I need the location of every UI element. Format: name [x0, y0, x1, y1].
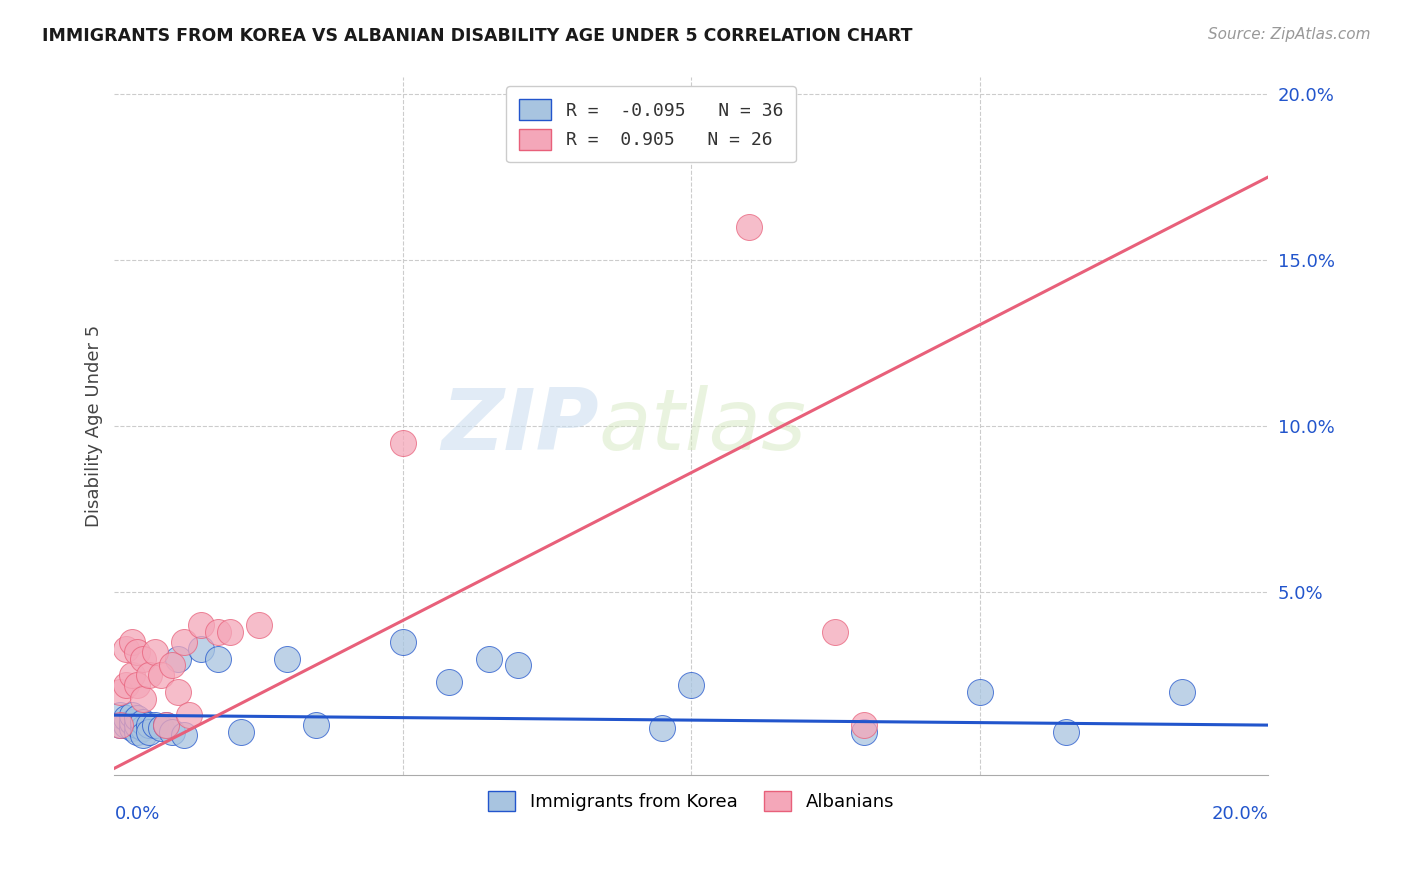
- Point: [190, 618, 212, 632]
- Point: [115, 678, 138, 692]
- Point: [115, 711, 138, 725]
- Point: [155, 718, 177, 732]
- Point: [121, 635, 143, 649]
- Point: [132, 651, 155, 665]
- Point: [681, 678, 703, 692]
- Point: [853, 724, 876, 739]
- Point: [143, 718, 166, 732]
- Point: [138, 724, 160, 739]
- Point: [127, 724, 149, 739]
- Point: [1170, 685, 1192, 699]
- Point: [190, 641, 212, 656]
- Point: [173, 635, 195, 649]
- Legend: Immigrants from Korea, Albanians: Immigrants from Korea, Albanians: [477, 780, 905, 822]
- Point: [173, 728, 195, 742]
- Point: [167, 651, 190, 665]
- Point: [305, 718, 328, 732]
- Point: [853, 718, 876, 732]
- Point: [1054, 724, 1077, 739]
- Point: [127, 645, 149, 659]
- Point: [179, 708, 201, 723]
- Point: [231, 724, 253, 739]
- Point: [651, 722, 673, 736]
- Point: [127, 678, 149, 692]
- Point: [143, 645, 166, 659]
- Point: [132, 691, 155, 706]
- Point: [149, 722, 172, 736]
- Point: [108, 685, 131, 699]
- Point: [478, 651, 501, 665]
- Point: [437, 674, 460, 689]
- Point: [127, 711, 149, 725]
- Point: [115, 718, 138, 732]
- Point: [132, 722, 155, 736]
- Point: [969, 685, 991, 699]
- Point: [160, 658, 183, 673]
- Point: [132, 714, 155, 729]
- Point: [115, 641, 138, 656]
- Y-axis label: Disability Age Under 5: Disability Age Under 5: [86, 325, 103, 527]
- Point: [108, 718, 131, 732]
- Point: [276, 651, 298, 665]
- Point: [108, 718, 131, 732]
- Point: [121, 668, 143, 682]
- Point: [108, 708, 131, 723]
- Text: atlas: atlas: [599, 384, 807, 467]
- Point: [138, 718, 160, 732]
- Point: [508, 658, 530, 673]
- Point: [138, 668, 160, 682]
- Point: [155, 718, 177, 732]
- Text: 20.0%: 20.0%: [1211, 805, 1268, 823]
- Point: [218, 625, 240, 640]
- Point: [132, 728, 155, 742]
- Point: [207, 651, 229, 665]
- Text: 0.0%: 0.0%: [114, 805, 160, 823]
- Point: [121, 714, 143, 729]
- Text: IMMIGRANTS FROM KOREA VS ALBANIAN DISABILITY AGE UNDER 5 CORRELATION CHART: IMMIGRANTS FROM KOREA VS ALBANIAN DISABI…: [42, 27, 912, 45]
- Point: [121, 708, 143, 723]
- Text: Source: ZipAtlas.com: Source: ZipAtlas.com: [1208, 27, 1371, 42]
- Point: [121, 722, 143, 736]
- Point: [824, 625, 846, 640]
- Point: [738, 219, 761, 234]
- Point: [207, 625, 229, 640]
- Point: [149, 668, 172, 682]
- Point: [167, 685, 190, 699]
- Point: [391, 435, 413, 450]
- Text: ZIP: ZIP: [441, 384, 599, 467]
- Point: [127, 718, 149, 732]
- Point: [160, 724, 183, 739]
- Point: [247, 618, 270, 632]
- Point: [391, 635, 413, 649]
